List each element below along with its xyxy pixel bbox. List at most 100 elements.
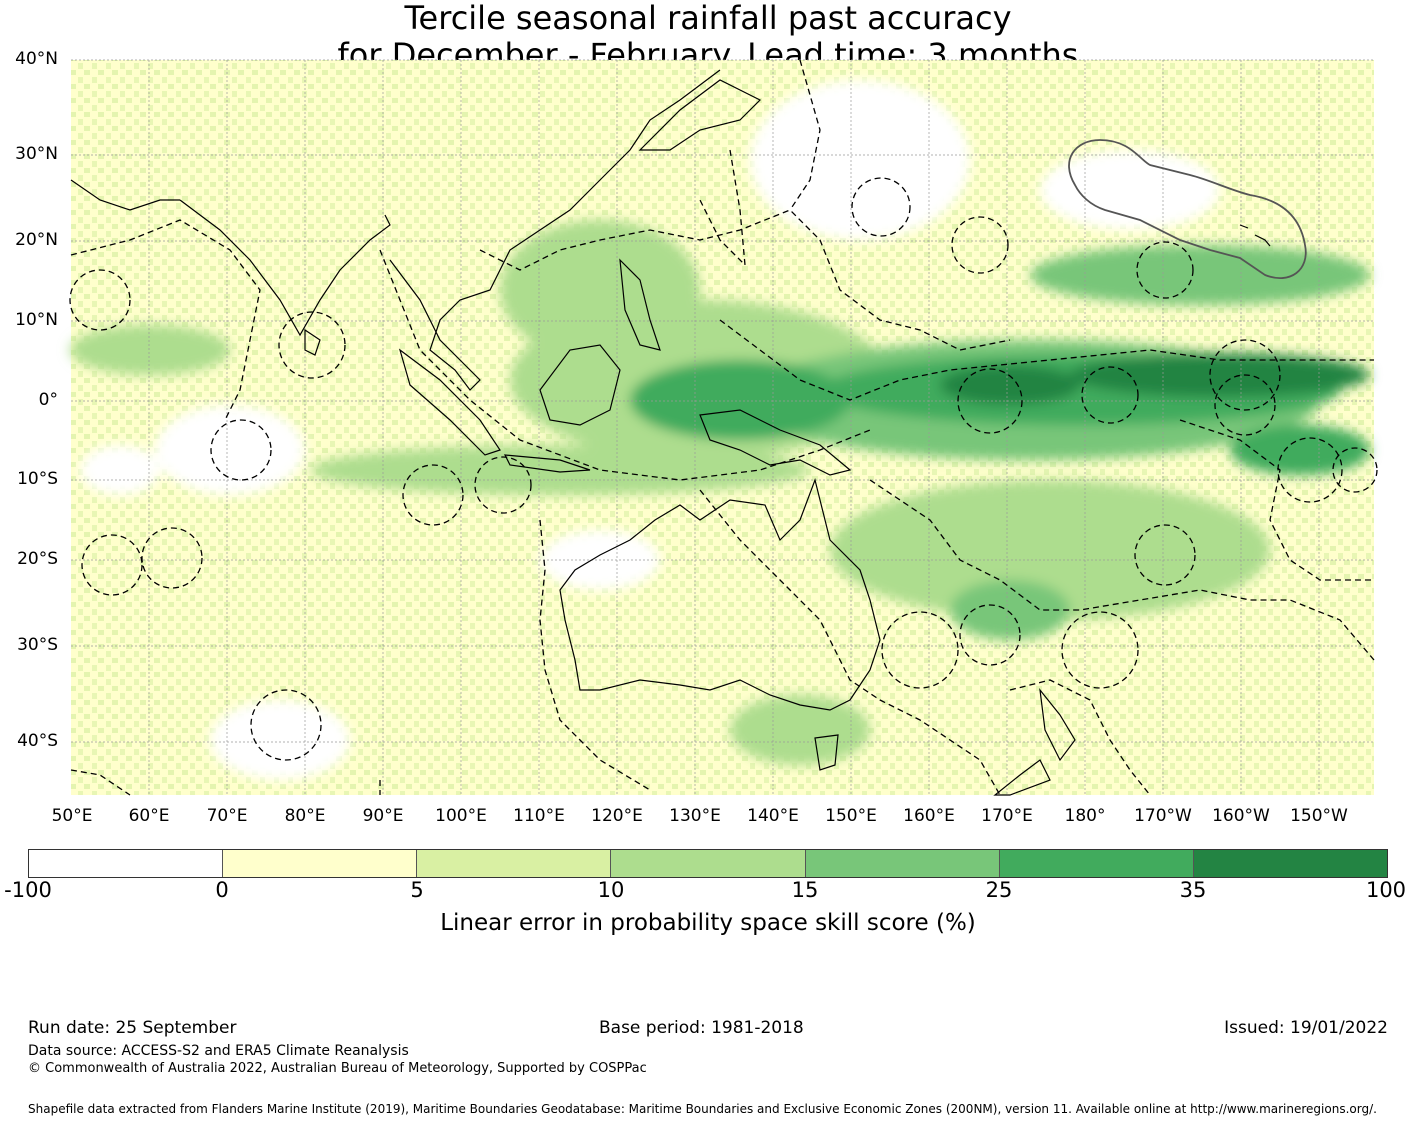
lon-label: 110°E xyxy=(513,806,565,826)
colorbar-tick-label: 15 xyxy=(791,878,819,902)
eez-line xyxy=(789,59,821,211)
eez-circle xyxy=(1277,437,1343,503)
new-zealand-north-coastline xyxy=(1039,687,1076,762)
eez-circle xyxy=(1209,339,1281,411)
lon-label: 140°E xyxy=(747,806,799,826)
eez-line xyxy=(1179,419,1374,581)
issued-date: Issued: 19/01/2022 xyxy=(1224,1018,1388,1038)
skill-score-map xyxy=(69,59,1378,796)
eez-circle xyxy=(402,464,464,526)
colorbar-segment xyxy=(611,850,806,877)
lon-label: 50°E xyxy=(51,806,93,826)
lon-label: 170°E xyxy=(981,806,1033,826)
graticule xyxy=(71,59,1374,795)
eez-circle xyxy=(951,216,1009,274)
lon-label: 70°E xyxy=(206,806,248,826)
eez-circle xyxy=(69,269,131,331)
eez-circle xyxy=(851,177,911,237)
india-coastline xyxy=(179,199,391,337)
sumatra-coastline xyxy=(398,348,501,456)
lon-label: 150°E xyxy=(825,806,877,826)
arabia-coastline xyxy=(70,179,180,211)
eez-circle xyxy=(1061,611,1139,689)
colorbar-segment xyxy=(417,850,612,877)
eez-line xyxy=(70,769,131,796)
lon-label: 180° xyxy=(1064,806,1106,826)
lat-label-20s: 20°S xyxy=(17,549,58,569)
lon-label: 100°E xyxy=(435,806,487,826)
eez-circle xyxy=(141,527,203,589)
colorbar-title: Linear error in probability space skill … xyxy=(440,910,976,936)
colorbar-tick-label: 5 xyxy=(410,878,424,902)
eez-circle xyxy=(957,368,1023,434)
eez-circle xyxy=(1134,524,1196,586)
eez-circle xyxy=(474,456,532,514)
lon-label: 130°E xyxy=(669,806,721,826)
australia-coastline xyxy=(559,477,881,711)
shapefile-credit: Shapefile data extracted from Flanders M… xyxy=(28,1102,1377,1116)
eez-line xyxy=(869,479,1375,661)
lon-label: 90°E xyxy=(362,806,404,826)
colorbar-tick-label: 10 xyxy=(597,878,625,902)
eez-circle xyxy=(1332,447,1378,493)
indochina-coastline xyxy=(389,69,721,391)
lon-label: 150°W xyxy=(1290,806,1348,826)
colorbar-tick-label: 35 xyxy=(1179,878,1207,902)
skill-shading xyxy=(70,80,1370,780)
copyright-notice: © Commonwealth of Australia 2022, Austra… xyxy=(28,1061,647,1076)
eez-circle xyxy=(959,604,1021,666)
lat-label-30n: 30°N xyxy=(15,144,58,164)
lat-label-equator: 0° xyxy=(38,390,58,410)
colorbar xyxy=(28,849,1388,878)
colorbar-tick-label: -100 xyxy=(4,878,52,902)
run-date: Run date: 25 September xyxy=(28,1018,237,1038)
new-zealand-south-coastline xyxy=(993,759,1051,796)
highlighted-region-outline xyxy=(1068,139,1307,280)
japan-coastline xyxy=(638,79,762,151)
eez-circle xyxy=(1081,366,1139,424)
borneo-coastline xyxy=(539,344,621,426)
lat-label-10n: 10°N xyxy=(15,310,58,330)
new-guinea-coastline xyxy=(699,409,852,476)
lon-label: 60°E xyxy=(128,806,170,826)
eez-line xyxy=(699,489,1001,796)
eez-line xyxy=(379,249,871,481)
data-source: Data source: ACCESS-S2 and ERA5 Climate … xyxy=(28,1043,409,1059)
hawaii-coastline xyxy=(1239,224,1271,247)
eez-circle xyxy=(250,689,322,761)
lon-label: 120°E xyxy=(591,806,643,826)
lat-label-10s: 10°S xyxy=(17,469,58,489)
sri-lanka-coastline xyxy=(304,328,321,356)
eez-line xyxy=(539,519,651,791)
colorbar-tick-label: 25 xyxy=(985,878,1013,902)
colorbar-tick-label: 100 xyxy=(1365,878,1407,902)
colorbar-tick-label: 0 xyxy=(215,878,229,902)
coastlines xyxy=(70,69,1271,796)
colorbar-segment xyxy=(223,850,418,877)
eez-line xyxy=(699,149,746,267)
eez-circle xyxy=(881,611,959,689)
colorbar-segment xyxy=(999,850,1194,877)
lat-label-30s: 30°S xyxy=(17,635,58,655)
map-title-line-1: Tercile seasonal rainfall past accuracy xyxy=(404,0,1012,37)
lon-label: 170°W xyxy=(1134,806,1192,826)
tasmania-coastline xyxy=(814,734,839,771)
lat-label-20n: 20°N xyxy=(15,230,58,250)
eez-circle xyxy=(278,311,346,379)
philippines-coastline xyxy=(619,258,661,351)
eez-circle xyxy=(1214,374,1276,436)
java-coastline xyxy=(503,454,591,473)
lat-label-40s: 40°S xyxy=(17,731,58,751)
eez-line xyxy=(1009,679,1151,796)
lon-label: 160°E xyxy=(903,806,955,826)
colorbar-segment xyxy=(1193,850,1387,877)
eez-circle xyxy=(81,534,143,596)
lat-label-40n: 40°N xyxy=(15,49,58,69)
map-frame xyxy=(69,59,1378,796)
eez-circle xyxy=(1136,241,1194,299)
eez-line xyxy=(719,319,1374,401)
colorbar-segment xyxy=(805,850,1000,877)
colorbar-segment xyxy=(29,850,224,877)
eez-boundaries xyxy=(69,59,1378,796)
eez-line xyxy=(479,209,1011,351)
